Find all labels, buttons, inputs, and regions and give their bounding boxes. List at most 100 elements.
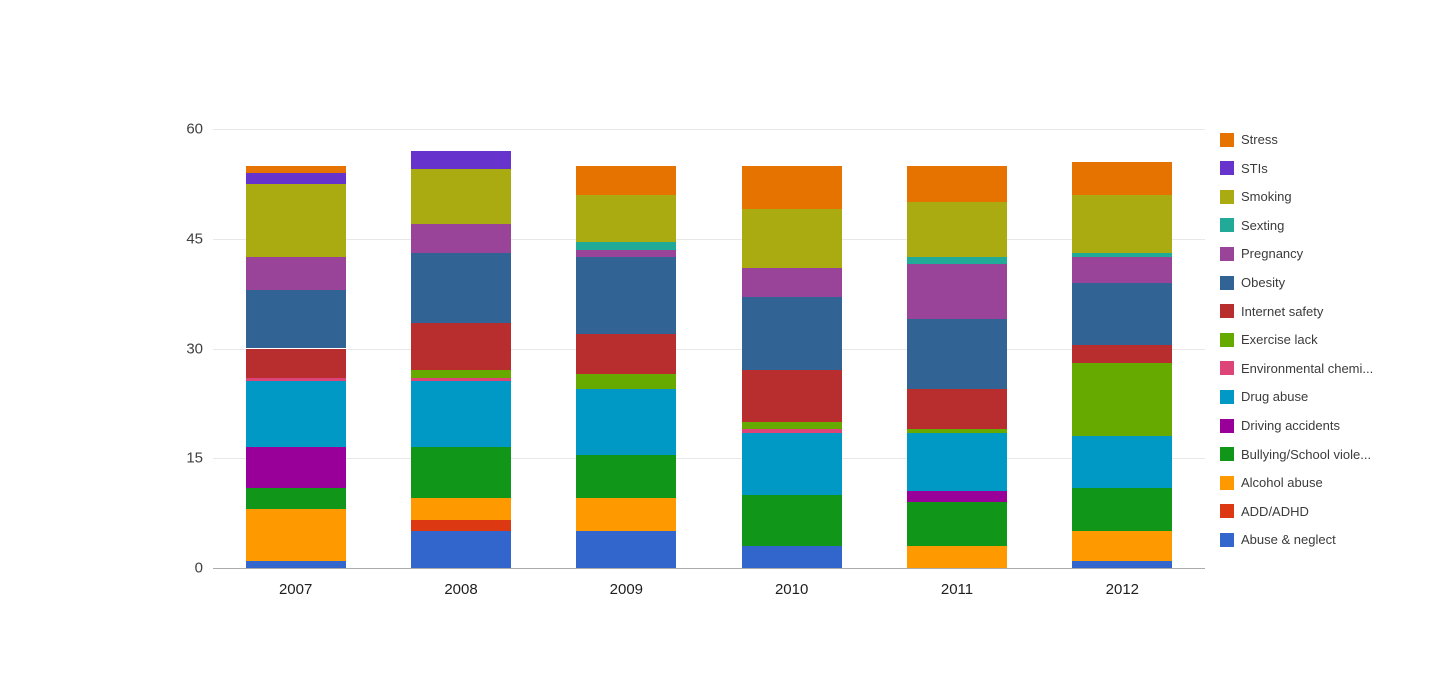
legend-item-stis[interactable]: STIs bbox=[1220, 161, 1268, 176]
bar-segment-2007-stress[interactable] bbox=[245, 165, 346, 173]
bar-segment-2008-drug-abuse[interactable] bbox=[411, 381, 511, 448]
bar-segment-2007-stis[interactable] bbox=[245, 172, 346, 184]
bar-segment-2007-abuse-neglect[interactable] bbox=[245, 560, 346, 568]
legend-item-abuse-neglect[interactable]: Abuse & neglect bbox=[1220, 532, 1336, 547]
bar-segment-2008-smoking[interactable] bbox=[411, 169, 511, 225]
legend-item-bullying-school-viole[interactable]: Bullying/School viole... bbox=[1220, 447, 1371, 462]
x-tick-label-2012: 2012 bbox=[1105, 581, 1140, 598]
bar-segment-2011-alcohol-abuse[interactable] bbox=[907, 546, 1007, 568]
bar-segment-2008-environmental-chemi[interactable] bbox=[411, 377, 511, 382]
bar-segment-2009-pregnancy[interactable] bbox=[576, 249, 677, 258]
bar-segment-2007-obesity[interactable] bbox=[245, 289, 346, 349]
bar-segment-2007-smoking[interactable] bbox=[245, 183, 346, 258]
bar-segment-2009-exercise-lack[interactable] bbox=[576, 374, 677, 389]
bar-segment-2009-obesity[interactable] bbox=[576, 257, 677, 334]
bar-segment-2011-sexting[interactable] bbox=[907, 257, 1007, 265]
legend-item-obesity[interactable]: Obesity bbox=[1220, 275, 1285, 290]
bar-segment-2012-alcohol-abuse[interactable] bbox=[1072, 531, 1173, 561]
y-gridline-45 bbox=[213, 238, 1205, 240]
bar-segment-2011-bullying-school-viole[interactable] bbox=[907, 502, 1007, 547]
legend-item-exercise-lack[interactable]: Exercise lack bbox=[1220, 332, 1318, 347]
legend-swatch-pregnancy bbox=[1220, 246, 1234, 261]
bar-segment-2010-obesity[interactable] bbox=[741, 297, 842, 371]
bar-segment-2011-stress[interactable] bbox=[907, 165, 1007, 203]
y-tick-label-60: 60 bbox=[186, 120, 203, 138]
legend-item-pregnancy[interactable]: Pregnancy bbox=[1220, 246, 1303, 261]
y-tick-label-15: 15 bbox=[186, 449, 203, 467]
legend-item-driving-accidents[interactable]: Driving accidents bbox=[1220, 418, 1340, 433]
bar-segment-2009-abuse-neglect[interactable] bbox=[576, 531, 677, 568]
bar-segment-2012-abuse-neglect[interactable] bbox=[1072, 560, 1173, 568]
legend-label-environmental-chemi: Environmental chemi... bbox=[1241, 360, 1374, 376]
bar-segment-2009-stress[interactable] bbox=[576, 165, 677, 195]
legend-item-internet-safety[interactable]: Internet safety bbox=[1220, 304, 1323, 319]
legend-label-bullying-school-viole: Bullying/School viole... bbox=[1241, 446, 1372, 462]
legend-swatch-obesity bbox=[1220, 275, 1234, 290]
bar-segment-2008-alcohol-abuse[interactable] bbox=[411, 498, 511, 521]
bar-segment-2008-pregnancy[interactable] bbox=[411, 224, 511, 254]
bar-segment-2007-alcohol-abuse[interactable] bbox=[245, 509, 346, 561]
bar-segment-2011-obesity[interactable] bbox=[907, 319, 1007, 389]
bar-segment-2012-pregnancy[interactable] bbox=[1072, 257, 1173, 283]
legend-item-alcohol-abuse[interactable]: Alcohol abuse bbox=[1220, 475, 1323, 490]
x-tick-label-2011: 2011 bbox=[940, 581, 974, 598]
legend-item-sexting[interactable]: Sexting bbox=[1220, 218, 1284, 233]
bar-segment-2010-pregnancy[interactable] bbox=[741, 268, 842, 298]
bar-segment-2012-obesity[interactable] bbox=[1072, 282, 1173, 345]
legend-label-drug-abuse: Drug abuse bbox=[1241, 389, 1309, 405]
bar-segment-2010-smoking[interactable] bbox=[741, 209, 842, 268]
bar-segment-2010-exercise-lack[interactable] bbox=[741, 421, 842, 429]
bar-segment-2012-stress[interactable] bbox=[1072, 161, 1173, 195]
legend-label-alcohol-abuse: Alcohol abuse bbox=[1241, 475, 1323, 491]
bar-segment-2011-drug-abuse[interactable] bbox=[907, 432, 1007, 492]
y-tick-label-45: 45 bbox=[186, 230, 203, 248]
bar-segment-2008-abuse-neglect[interactable] bbox=[411, 531, 511, 568]
bar-segment-2007-drug-abuse[interactable] bbox=[245, 381, 346, 448]
legend-swatch-environmental-chemi bbox=[1220, 361, 1234, 376]
bar-segment-2009-alcohol-abuse[interactable] bbox=[576, 498, 677, 532]
bar-segment-2010-bullying-school-viole[interactable] bbox=[741, 494, 842, 547]
bar-segment-2012-drug-abuse[interactable] bbox=[1072, 436, 1173, 488]
bar-segment-2009-internet-safety[interactable] bbox=[576, 333, 677, 375]
bar-segment-2012-smoking[interactable] bbox=[1072, 194, 1173, 254]
bar-segment-2008-internet-safety[interactable] bbox=[411, 322, 511, 371]
x-axis-line bbox=[213, 568, 1205, 569]
bar-segment-2008-stis[interactable] bbox=[411, 150, 511, 170]
bar-segment-2012-internet-safety[interactable] bbox=[1072, 344, 1173, 364]
bar-segment-2011-pregnancy[interactable] bbox=[907, 264, 1007, 320]
bar-segment-2009-bullying-school-viole[interactable] bbox=[576, 454, 677, 499]
legend-swatch-exercise-lack bbox=[1220, 332, 1234, 347]
bar-segment-2010-environmental-chemi[interactable] bbox=[741, 428, 842, 433]
bar-segment-2008-add-adhd[interactable] bbox=[411, 520, 511, 532]
bar-segment-2008-obesity[interactable] bbox=[411, 253, 511, 323]
bar-segment-2009-smoking[interactable] bbox=[576, 194, 677, 243]
bar-segment-2012-sexting[interactable] bbox=[1072, 253, 1173, 258]
bar-segment-2007-internet-safety[interactable] bbox=[245, 348, 346, 378]
bar-segment-2011-driving-accidents[interactable] bbox=[907, 491, 1007, 503]
legend-item-environmental-chemi[interactable]: Environmental chemi... bbox=[1220, 361, 1373, 376]
bar-segment-2012-bullying-school-viole[interactable] bbox=[1072, 487, 1173, 532]
bar-segment-2008-exercise-lack[interactable] bbox=[411, 370, 511, 378]
bar-segment-2010-abuse-neglect[interactable] bbox=[741, 546, 842, 568]
legend-item-smoking[interactable]: Smoking bbox=[1220, 189, 1292, 204]
bar-segment-2007-environmental-chemi[interactable] bbox=[245, 377, 346, 382]
bar-segment-2007-pregnancy[interactable] bbox=[245, 257, 346, 290]
legend-item-stress[interactable]: Stress bbox=[1220, 132, 1278, 147]
legend-swatch-add-adhd bbox=[1220, 504, 1234, 519]
bar-segment-2009-drug-abuse[interactable] bbox=[576, 388, 677, 455]
bar-segment-2007-driving-accidents[interactable] bbox=[245, 447, 346, 488]
bar-segment-2009-sexting[interactable] bbox=[576, 242, 677, 250]
y-tick-label-30: 30 bbox=[186, 340, 203, 357]
bar-segment-2008-bullying-school-viole[interactable] bbox=[411, 447, 511, 499]
bar-segment-2010-internet-safety[interactable] bbox=[741, 370, 842, 422]
bar-segment-2010-drug-abuse[interactable] bbox=[741, 432, 842, 495]
legend-item-drug-abuse[interactable]: Drug abuse bbox=[1220, 389, 1308, 404]
bar-segment-2012-exercise-lack[interactable] bbox=[1072, 363, 1173, 437]
bar-segment-2011-smoking[interactable] bbox=[907, 202, 1007, 258]
legend-item-add-adhd[interactable]: ADD/ADHD bbox=[1220, 504, 1309, 519]
bar-segment-2010-stress[interactable] bbox=[741, 165, 842, 210]
bar-segment-2011-internet-safety[interactable] bbox=[907, 388, 1007, 429]
bar-segment-2007-bullying-school-viole[interactable] bbox=[245, 487, 346, 510]
bar-segment-2011-exercise-lack[interactable] bbox=[907, 428, 1007, 433]
legend-label-add-adhd: ADD/ADHD bbox=[1241, 503, 1309, 519]
